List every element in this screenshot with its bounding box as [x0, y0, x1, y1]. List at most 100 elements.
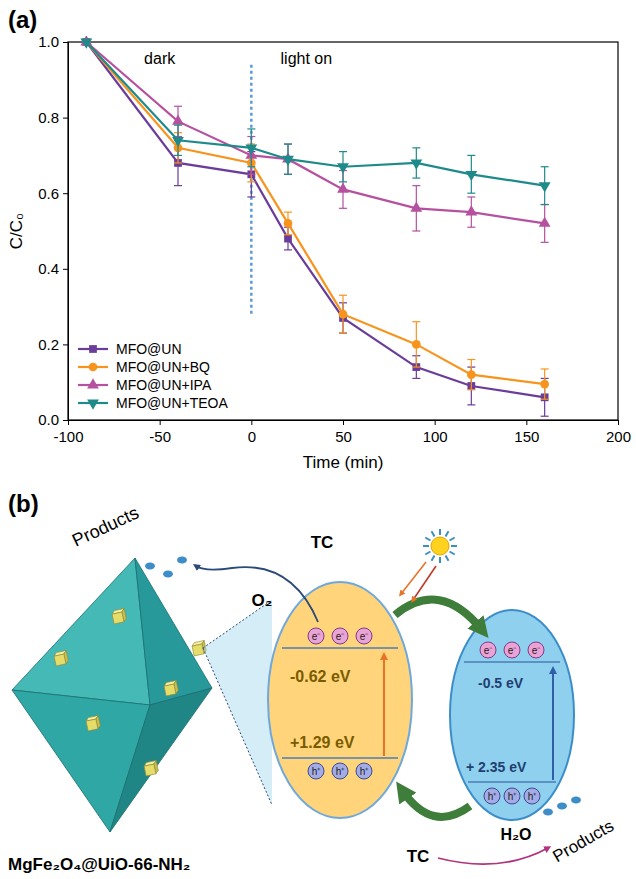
transfer-arrow	[402, 790, 470, 817]
band-energy: -0.5 eV	[478, 675, 524, 691]
hole	[356, 763, 372, 779]
data-point	[172, 137, 184, 147]
y-axis: 0.00.20.40.60.81.0	[38, 33, 68, 428]
electron	[332, 628, 348, 644]
legend-marker	[89, 363, 98, 372]
panel-b: (b)e⁻e⁻e⁻h⁺h⁺h⁺e⁻e⁻e⁻h⁺h⁺h⁺-0.62 eV+1.29…	[8, 490, 617, 874]
hole	[484, 788, 500, 804]
y-tick-label: 0.6	[38, 185, 59, 202]
legend-label: MFO@UN	[116, 341, 182, 357]
x-tick-mark	[251, 420, 252, 425]
band-energy: + 2.35 eV	[466, 759, 527, 775]
plot-frame	[68, 42, 618, 420]
x-tick-label: -100	[53, 428, 83, 445]
legend-marker	[89, 345, 97, 353]
series	[82, 38, 548, 416]
electron-label: e⁻	[312, 631, 322, 642]
y-tick-label: 1.0	[38, 33, 59, 50]
excitation-arrow	[383, 656, 385, 756]
data-point	[284, 219, 293, 228]
y-tick-mark	[63, 420, 68, 421]
series-line	[86, 42, 544, 384]
x-tick: 200	[606, 420, 631, 445]
product-dot	[557, 803, 567, 810]
data-point	[80, 39, 92, 49]
panel-a: (a)-100-500501001502000.00.20.40.60.81.0…	[7, 6, 631, 472]
cube	[163, 681, 178, 696]
band-edge	[282, 647, 398, 649]
hole	[308, 763, 324, 779]
hole-label: h⁺	[488, 791, 498, 802]
electron	[356, 628, 372, 644]
zoom-line	[203, 648, 272, 805]
x-tick: 50	[335, 420, 352, 445]
reaction-arrow	[196, 566, 318, 622]
legend-label: MFO@UN+BQ	[116, 359, 210, 375]
x-tick: -50	[149, 420, 171, 445]
band-edge	[464, 661, 560, 663]
legend-entry: MFO@UN+IPA	[78, 377, 212, 393]
semiconductor-left	[268, 582, 412, 818]
electron-label: e⁻	[360, 631, 370, 642]
y-axis-line	[63, 43, 69, 421]
hole	[524, 788, 540, 804]
legend-entry: MFO@UN	[78, 341, 182, 357]
data-point	[410, 160, 422, 170]
error-bar	[284, 212, 292, 235]
legend: MFO@UN MFO@UN+BQ MFO@UN+IPA MFO@UN+TEOA	[78, 341, 228, 411]
product-dot	[145, 563, 155, 570]
legend-label: MFO@UN+IPA	[116, 377, 212, 393]
data-point	[539, 217, 551, 227]
data-point	[539, 182, 551, 192]
y-tick: 0.6	[38, 185, 68, 202]
x-tick-mark	[526, 420, 527, 425]
oxidant: O₂	[252, 591, 273, 610]
product: Products	[69, 502, 142, 550]
x-tick-mark	[618, 420, 619, 425]
hole	[504, 788, 520, 804]
excitation-arrow	[552, 670, 554, 780]
oxidant: H₂O	[500, 826, 531, 843]
cube	[53, 651, 68, 666]
product-dot	[571, 797, 581, 804]
legend-entry: MFO@UN+BQ	[78, 359, 210, 375]
data-point	[412, 340, 421, 349]
legend-entry: MFO@UN+TEOA	[78, 395, 228, 411]
data-point	[465, 171, 477, 181]
product-dot	[163, 571, 173, 578]
y-tick-label: 0.0	[38, 411, 59, 428]
product-dot	[543, 809, 553, 816]
band-energy: +1.29 eV	[290, 734, 355, 751]
data-point	[284, 235, 292, 243]
hole-label: h⁺	[360, 766, 370, 777]
data-point	[467, 370, 476, 379]
x-tick: 150	[514, 420, 539, 445]
x-tick-label: 100	[423, 428, 448, 445]
electron	[528, 642, 544, 658]
semiconductor-right	[450, 610, 574, 820]
data-point	[337, 183, 349, 193]
x-tick-label: 50	[335, 428, 352, 445]
y-tick: 0.8	[38, 109, 68, 126]
annotation: dark	[144, 50, 176, 67]
series-line	[86, 42, 544, 223]
data-point	[540, 380, 549, 389]
error-bar	[467, 360, 475, 390]
data-point	[245, 144, 257, 154]
x-axis-title: Time (min)	[303, 453, 384, 472]
cube	[85, 716, 100, 731]
electron	[480, 642, 496, 658]
legend-marker	[87, 378, 99, 388]
cube	[143, 761, 158, 776]
electron-label: e⁻	[336, 631, 346, 642]
reaction-arrow	[438, 848, 548, 864]
x-tick-label: 150	[514, 428, 539, 445]
error-bar	[541, 369, 549, 399]
hole-label: h⁺	[312, 766, 322, 777]
data-point	[337, 163, 349, 173]
electron	[308, 628, 324, 644]
product-dot	[177, 557, 187, 564]
data-point	[410, 202, 422, 212]
product: Products	[549, 816, 617, 866]
y-axis-title: C/C₀	[7, 213, 26, 249]
